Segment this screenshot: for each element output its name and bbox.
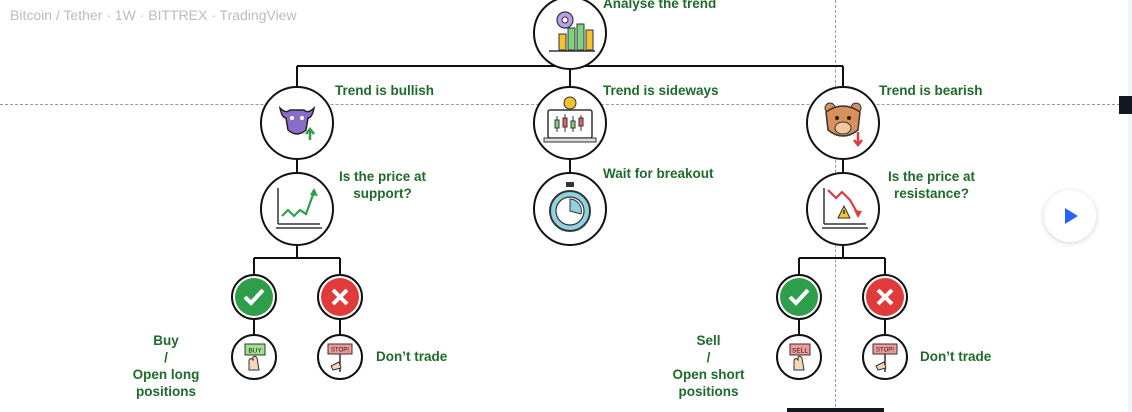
stop-sign-hand-icon: STOP! bbox=[872, 343, 898, 372]
support-node bbox=[260, 172, 334, 246]
stop-sign-hand-icon: STOP! bbox=[327, 343, 353, 372]
buy-node: BUY bbox=[231, 334, 277, 380]
sell-node: SELL bbox=[776, 334, 822, 380]
support-question-line2: support? bbox=[353, 186, 412, 201]
buy-label-line1: Buy bbox=[153, 333, 179, 348]
chart-watermark: Bitcoin / Tether · 1W · BITTREX · Tradin… bbox=[10, 7, 297, 23]
stop-node-right: STOP! bbox=[862, 334, 908, 380]
svg-text:STOP!: STOP! bbox=[331, 348, 349, 354]
sideways-label: Trend is sideways bbox=[603, 83, 719, 98]
buy-label-line3: Open long positions bbox=[132, 367, 200, 399]
yes-node-left bbox=[231, 274, 277, 320]
bullish-label: Trend is bullish bbox=[335, 83, 435, 98]
falling-chart-warning-icon bbox=[822, 188, 868, 229]
sell-label-line3: Open short positions bbox=[672, 367, 745, 399]
candlestick-monitor-icon bbox=[543, 96, 597, 143]
sideways-node bbox=[533, 86, 607, 160]
bear-icon bbox=[824, 102, 863, 148]
sell-label-line2: / bbox=[706, 350, 711, 365]
rising-chart-icon bbox=[276, 188, 322, 229]
cross-icon bbox=[866, 278, 904, 316]
root-node bbox=[533, 0, 607, 70]
no-node-right bbox=[862, 274, 908, 320]
bull-icon bbox=[278, 105, 316, 140]
svg-text:SELL: SELL bbox=[792, 348, 808, 355]
buy-sign-hand-icon: BUY bbox=[244, 343, 266, 371]
support-question-line1: Is the price at bbox=[338, 169, 427, 184]
check-icon bbox=[235, 278, 273, 316]
stopwatch-icon bbox=[549, 182, 591, 232]
wait-node bbox=[533, 172, 607, 246]
play-icon bbox=[1065, 208, 1078, 224]
price-label-marker bbox=[1119, 96, 1132, 114]
sell-label: Sell / Open short positions bbox=[642, 332, 775, 400]
sell-sign-hand-icon: SELL bbox=[789, 343, 811, 371]
svg-text:BUY: BUY bbox=[248, 348, 262, 355]
resistance-question-line1: Is the price at bbox=[887, 169, 976, 184]
bottom-edge-bar bbox=[787, 408, 884, 412]
price-scale-edge bbox=[1128, 0, 1132, 412]
root-label: Analyse the trend bbox=[603, 0, 717, 11]
bearish-node bbox=[806, 86, 880, 160]
resistance-question: Is the price at resistance? bbox=[884, 168, 979, 202]
buy-label-line2: / bbox=[164, 350, 168, 365]
stop-node-left: STOP! bbox=[317, 334, 363, 380]
resistance-node bbox=[806, 172, 880, 246]
yes-node-right bbox=[776, 274, 822, 320]
cross-icon bbox=[321, 278, 359, 316]
play-button[interactable] bbox=[1044, 190, 1096, 242]
dont-trade-right-label: Don’t trade bbox=[920, 349, 992, 364]
check-icon bbox=[780, 278, 818, 316]
sell-label-line1: Sell bbox=[696, 333, 721, 348]
no-node-left bbox=[317, 274, 363, 320]
bearish-label: Trend is bearish bbox=[879, 83, 983, 98]
chart-target-icon bbox=[549, 11, 595, 52]
buy-label: Buy / Open long positions bbox=[102, 332, 230, 400]
resistance-question-line2: resistance? bbox=[893, 186, 970, 201]
bullish-node bbox=[260, 86, 334, 160]
svg-text:STOP!: STOP! bbox=[876, 348, 894, 354]
dont-trade-left-label: Don’t trade bbox=[376, 349, 448, 364]
wait-label: Wait for breakout bbox=[603, 166, 714, 181]
support-question: Is the price at support? bbox=[335, 168, 430, 202]
